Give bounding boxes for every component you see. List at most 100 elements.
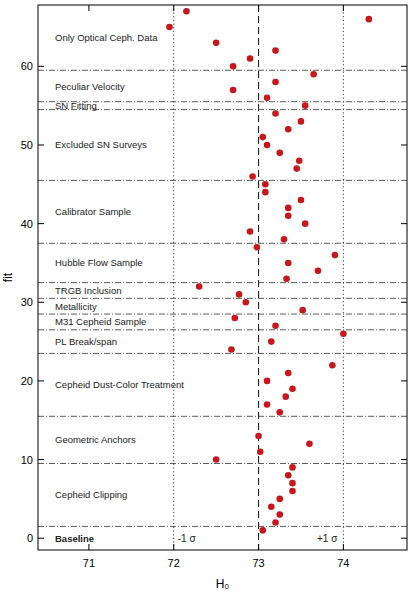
point xyxy=(298,118,305,125)
point xyxy=(213,39,220,46)
y-tick-label: 30 xyxy=(21,296,33,308)
point xyxy=(272,47,279,54)
point xyxy=(268,338,275,345)
point xyxy=(264,401,271,408)
point xyxy=(213,456,220,463)
x-tick-label: 73 xyxy=(252,557,264,569)
point xyxy=(285,126,292,133)
group-separator xyxy=(38,70,407,71)
y-tick xyxy=(401,66,407,67)
point xyxy=(272,519,279,526)
point xyxy=(306,441,313,448)
point xyxy=(259,527,266,534)
chart: BaselineCepheid ClippingGeometric Anchor… xyxy=(0,0,417,600)
point xyxy=(299,307,306,314)
x-axis-label: H₀ xyxy=(216,577,230,591)
group-label: PL Break/span xyxy=(55,336,117,347)
y-tick-label: 20 xyxy=(21,375,33,387)
group-separator xyxy=(38,353,407,354)
point xyxy=(285,260,292,267)
point xyxy=(332,252,339,259)
point xyxy=(366,16,373,23)
group-label: Excluded SN Surveys xyxy=(55,139,147,150)
y-tick xyxy=(401,538,407,539)
point xyxy=(276,496,283,503)
group-separator xyxy=(38,282,407,283)
point xyxy=(285,370,292,377)
point xyxy=(285,472,292,479)
y-tick xyxy=(401,380,407,381)
group-label: M31 Cepheid Sample xyxy=(55,316,146,327)
x-tick xyxy=(173,544,174,550)
group-label: Hubble Flow Sample xyxy=(55,257,143,268)
point xyxy=(276,150,283,157)
point xyxy=(232,315,239,322)
point xyxy=(340,330,347,337)
y-tick-label: 40 xyxy=(21,218,33,230)
point xyxy=(257,448,264,455)
point xyxy=(230,63,237,70)
point xyxy=(282,393,289,400)
plot-frame xyxy=(38,5,407,550)
point xyxy=(166,24,173,31)
group-separator xyxy=(38,101,407,102)
point xyxy=(264,378,271,385)
reference-line xyxy=(258,5,259,550)
reference-line xyxy=(343,5,344,550)
y-tick-label: 0 xyxy=(27,532,33,544)
point xyxy=(262,189,269,196)
point xyxy=(293,165,300,172)
points xyxy=(166,8,372,534)
point xyxy=(289,464,296,471)
point xyxy=(259,134,266,141)
y-tick xyxy=(401,144,407,145)
reference-label: +1 σ xyxy=(317,533,338,544)
x-tick xyxy=(258,544,259,550)
group-label: Only Optical Ceph. Data xyxy=(55,32,158,43)
group-separator xyxy=(38,243,407,244)
reference-line xyxy=(173,5,174,550)
point xyxy=(289,385,296,392)
point xyxy=(276,409,283,416)
x-tick-label: 71 xyxy=(83,557,95,569)
y-tick xyxy=(401,223,407,224)
group-separator xyxy=(38,180,407,181)
point xyxy=(289,488,296,495)
x-tick xyxy=(343,544,344,550)
x-tick xyxy=(88,544,89,550)
point xyxy=(236,291,243,298)
point xyxy=(289,480,296,487)
point xyxy=(298,197,305,204)
group-separator xyxy=(38,329,407,330)
point xyxy=(285,205,292,212)
point xyxy=(264,142,271,149)
point xyxy=(254,244,261,251)
y-tick-label: 60 xyxy=(21,60,33,72)
y-tick xyxy=(38,66,44,67)
point xyxy=(183,8,190,15)
point xyxy=(302,102,309,109)
group-label: Geometric Anchors xyxy=(55,434,136,445)
y-tick-label: 50 xyxy=(21,139,33,151)
x-tick xyxy=(88,5,89,11)
y-tick xyxy=(38,380,44,381)
point xyxy=(249,173,256,180)
point xyxy=(296,157,303,164)
point xyxy=(255,433,262,440)
x-tick xyxy=(173,5,174,11)
point xyxy=(272,79,279,86)
y-tick xyxy=(38,144,44,145)
point xyxy=(247,228,254,235)
y-tick xyxy=(38,302,44,303)
y-axis-label: fit xyxy=(1,272,15,282)
group-label: Cepheid Dust-Color Treatment xyxy=(55,379,184,390)
group-label: Calibrator Sample xyxy=(55,206,131,217)
group-label: Metallicity xyxy=(55,301,97,312)
point xyxy=(315,268,322,275)
point xyxy=(243,299,250,306)
group-label: Baseline xyxy=(55,533,94,544)
group-label: TRGB Inclusion xyxy=(55,285,122,296)
y-tick-label: 10 xyxy=(21,454,33,466)
group-separator xyxy=(38,298,407,299)
point xyxy=(272,110,279,117)
